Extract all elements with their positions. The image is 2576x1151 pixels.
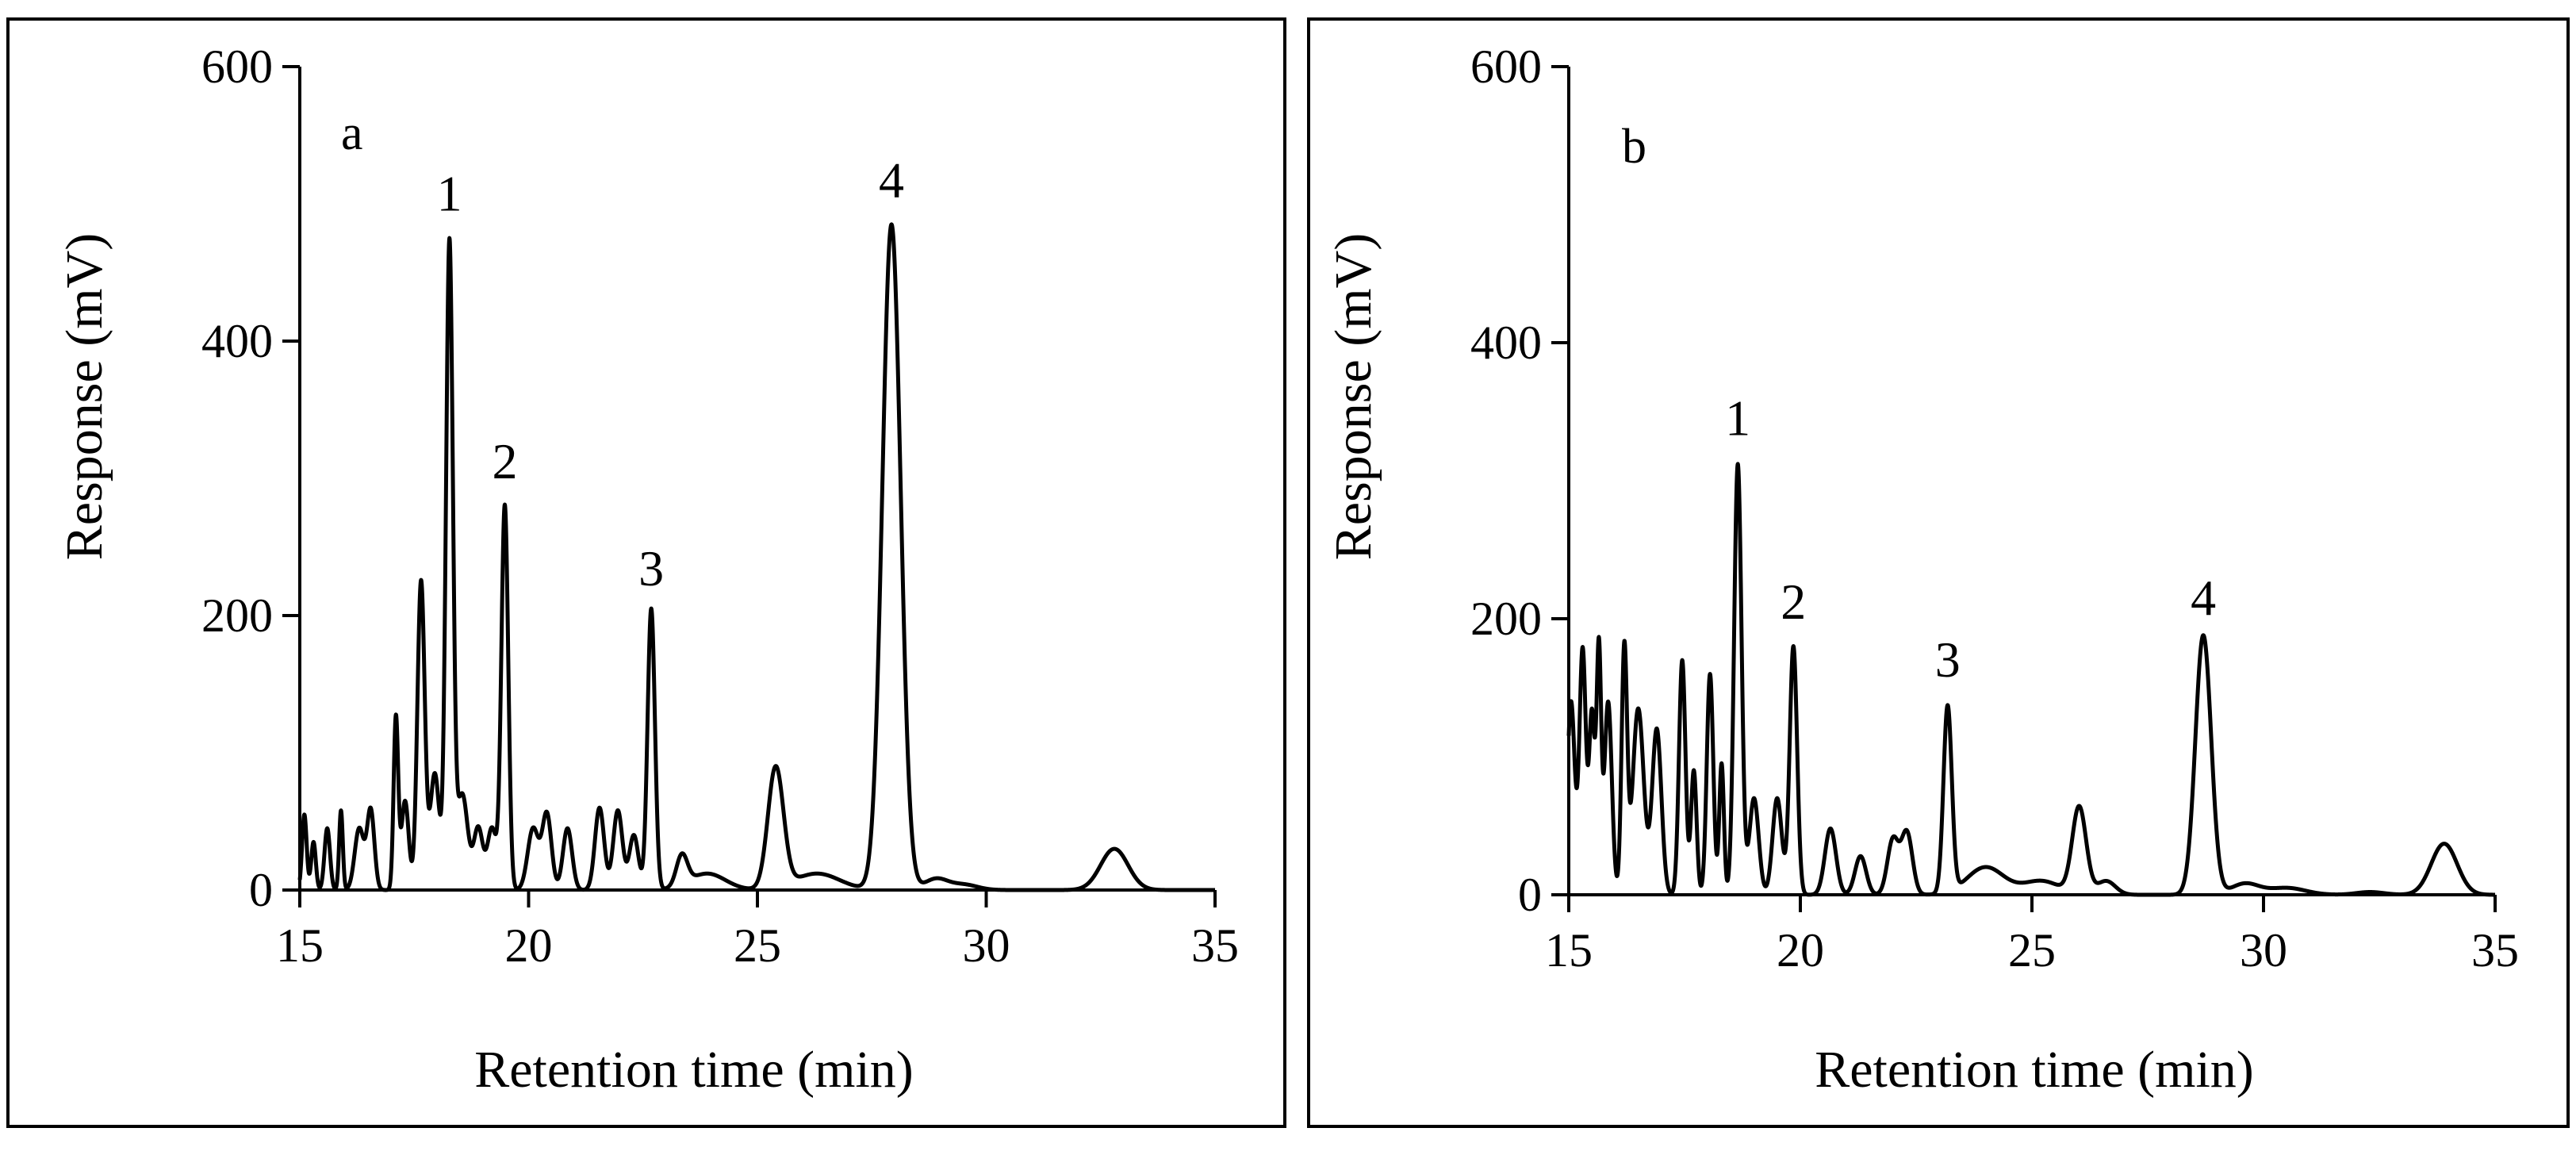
x-tick-label-a-0: 15 [276,919,324,972]
y-axis-title-a: Response (mV) [56,233,113,560]
peak-label-b-1: 1 [1725,390,1750,447]
y-tick-label-a-2: 400 [201,315,273,367]
y-tick-label-b-1: 200 [1470,593,1542,645]
x-axis-title-a: Retention time (min) [474,1041,914,1099]
y-tick-label-a-3: 600 [201,40,273,93]
peak-label-a-3: 3 [638,540,664,597]
x-tick-label-a-1: 20 [505,919,553,972]
x-tick-label-b-1: 20 [1777,924,1824,976]
chromatogram-trace-a [297,222,1217,892]
panel-letter-b: b [1622,120,1646,174]
y-tick-label-a-1: 200 [201,589,273,642]
chromatogram-trace-b [1566,462,2497,897]
y-tick-label-b-0: 0 [1518,869,1542,921]
x-axis-title-b: Retention time (min) [1815,1041,2254,1099]
x-tick-label-a-3: 30 [963,919,1010,972]
x-tick-label-b-2: 25 [2008,924,2056,976]
y-tick-label-b-2: 400 [1470,317,1542,369]
x-tick-label-b-0: 15 [1545,924,1593,976]
y-axis-title-b: Response (mV) [1324,233,1382,560]
peak-label-b-2: 2 [1781,574,1806,630]
panel-a-frame [6,17,1286,1128]
panel-b-frame [1307,17,2570,1128]
x-tick-label-b-4: 35 [2471,924,2519,976]
panel-letter-a: a [341,106,363,160]
x-tick-label-a-4: 35 [1191,919,1239,972]
y-tick-label-b-3: 600 [1470,40,1542,93]
x-tick-label-b-3: 30 [2240,924,2287,976]
peak-label-a-4: 4 [879,152,904,208]
x-tick-label-a-2: 25 [734,919,781,972]
peak-label-a-1: 1 [437,166,462,222]
peak-label-a-2: 2 [492,433,517,489]
chart-panel-a: Response (mV) Retention time (min) a 0 20… [56,40,1239,1099]
chart-panel-b: Response (mV) Retention time (min) b 0 20… [1324,40,2519,1099]
y-tick-label-a-0: 0 [249,864,273,916]
peak-label-b-4: 4 [2191,570,2216,626]
peak-label-b-3: 3 [1935,631,1961,688]
